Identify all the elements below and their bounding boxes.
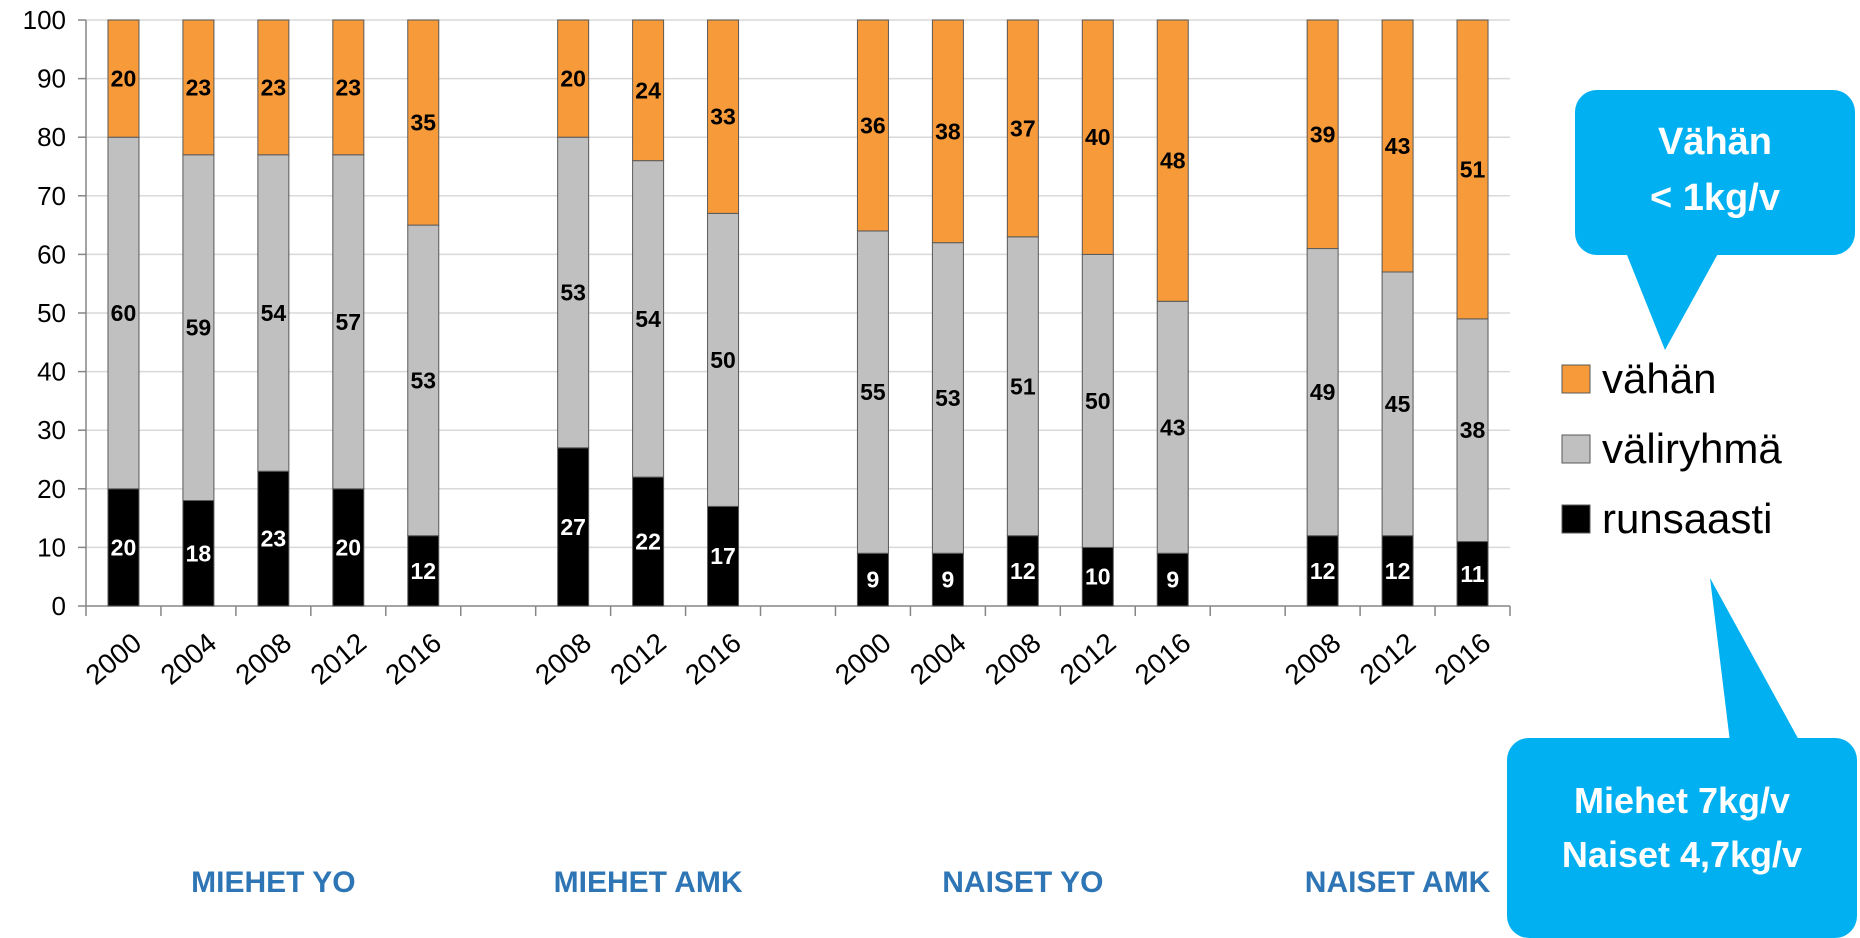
x-tick-label: 2016: [1129, 627, 1197, 691]
y-tick-label: 10: [37, 532, 66, 562]
x-tick-label: 2004: [904, 627, 972, 691]
data-label: 18: [186, 540, 212, 566]
legend-swatch: [1562, 505, 1590, 533]
data-label: 9: [1166, 567, 1179, 593]
data-label: 51: [1460, 156, 1486, 182]
data-label: 40: [1085, 124, 1111, 150]
callout-top-line2: < 1kg/v: [1575, 170, 1855, 226]
y-tick-label: 40: [37, 357, 66, 387]
data-label: 23: [336, 74, 362, 100]
y-tick-label: 100: [23, 5, 66, 35]
data-label: 50: [1085, 388, 1111, 414]
data-label: 9: [941, 567, 954, 593]
data-label: 51: [1010, 373, 1036, 399]
data-label: 20: [111, 534, 137, 560]
group-label: NAISET YO: [942, 866, 1103, 896]
data-label: 38: [1460, 417, 1486, 443]
data-label: 20: [111, 66, 137, 92]
data-label: 45: [1385, 391, 1411, 417]
data-label: 60: [111, 300, 137, 326]
data-label: 38: [935, 118, 961, 144]
data-label: 54: [261, 300, 287, 326]
x-tick-label: 2008: [529, 627, 597, 691]
data-label: 43: [1160, 414, 1186, 440]
x-tick-label: 2008: [979, 627, 1047, 691]
legend-label: vähän: [1602, 355, 1716, 402]
callout-top-line1: Vähän: [1575, 114, 1855, 170]
group-label: MIEHET AMK: [554, 866, 743, 896]
x-tick-label: 2016: [679, 627, 747, 691]
data-label: 20: [336, 534, 362, 560]
data-label: 54: [635, 306, 661, 332]
x-tick-label: 2000: [829, 627, 897, 691]
data-label: 57: [336, 309, 362, 335]
data-label: 11: [1460, 561, 1485, 587]
x-tick-label: 2004: [155, 627, 223, 691]
data-label: 50: [710, 347, 736, 373]
data-label: 53: [935, 385, 961, 411]
data-label: 12: [410, 558, 436, 584]
data-label: 55: [860, 379, 886, 405]
y-tick-label: 90: [37, 64, 66, 94]
callout-vahan: Vähän < 1kg/v: [1575, 90, 1855, 255]
data-label: 12: [1010, 558, 1036, 584]
y-tick-label: 0: [52, 591, 66, 621]
x-tick-label: 2016: [1429, 627, 1497, 691]
data-label: 43: [1385, 133, 1411, 159]
data-label: 59: [186, 315, 212, 341]
data-label: 37: [1010, 115, 1036, 141]
y-tick-label: 20: [37, 474, 66, 504]
data-label: 49: [1310, 379, 1336, 405]
x-tick-label: 2008: [1279, 627, 1347, 691]
data-label: 36: [860, 112, 886, 138]
legend-swatch: [1562, 365, 1590, 393]
y-tick-label: 70: [37, 181, 66, 211]
legend-label: väliryhmä: [1602, 425, 1782, 472]
data-label: 24: [635, 77, 661, 103]
data-label: 53: [410, 367, 436, 393]
y-tick-label: 80: [37, 122, 66, 152]
data-label: 27: [560, 514, 586, 540]
data-label: 20: [560, 66, 586, 92]
group-label: NAISET AMK: [1305, 866, 1491, 896]
y-tick-label: 50: [37, 298, 66, 328]
x-tick-label: 2016: [379, 627, 447, 691]
group-label: MIEHET YO: [191, 866, 355, 896]
data-label: 35: [410, 110, 436, 136]
x-tick-label: 2012: [1354, 627, 1422, 691]
data-label: 48: [1160, 148, 1186, 174]
y-tick-label: 30: [37, 415, 66, 445]
data-label: 12: [1310, 558, 1336, 584]
legend-label: runsaasti: [1602, 495, 1772, 542]
x-tick-label: 2012: [305, 627, 373, 691]
data-label: 23: [186, 74, 212, 100]
legend-swatch: [1562, 435, 1590, 463]
data-label: 17: [710, 543, 736, 569]
x-tick-label: 2008: [230, 627, 298, 691]
data-label: 39: [1310, 121, 1336, 147]
y-tick-label: 60: [37, 239, 66, 269]
data-label: 33: [710, 104, 736, 130]
callout-bottom-line2: Naiset 4,7kg/v: [1507, 828, 1857, 882]
data-label: 23: [261, 526, 287, 552]
data-label: 12: [1385, 558, 1411, 584]
x-tick-label: 2000: [80, 627, 148, 691]
data-label: 22: [635, 529, 661, 555]
data-label: 53: [560, 279, 586, 305]
callout-bottom-line1: Miehet 7kg/v: [1507, 774, 1857, 828]
callout-consumption: Miehet 7kg/v Naiset 4,7kg/v: [1507, 738, 1857, 938]
data-label: 9: [867, 567, 880, 593]
data-label: 10: [1085, 564, 1111, 590]
x-tick-label: 2012: [1054, 627, 1122, 691]
data-label: 23: [261, 74, 287, 100]
x-tick-label: 2012: [604, 627, 672, 691]
